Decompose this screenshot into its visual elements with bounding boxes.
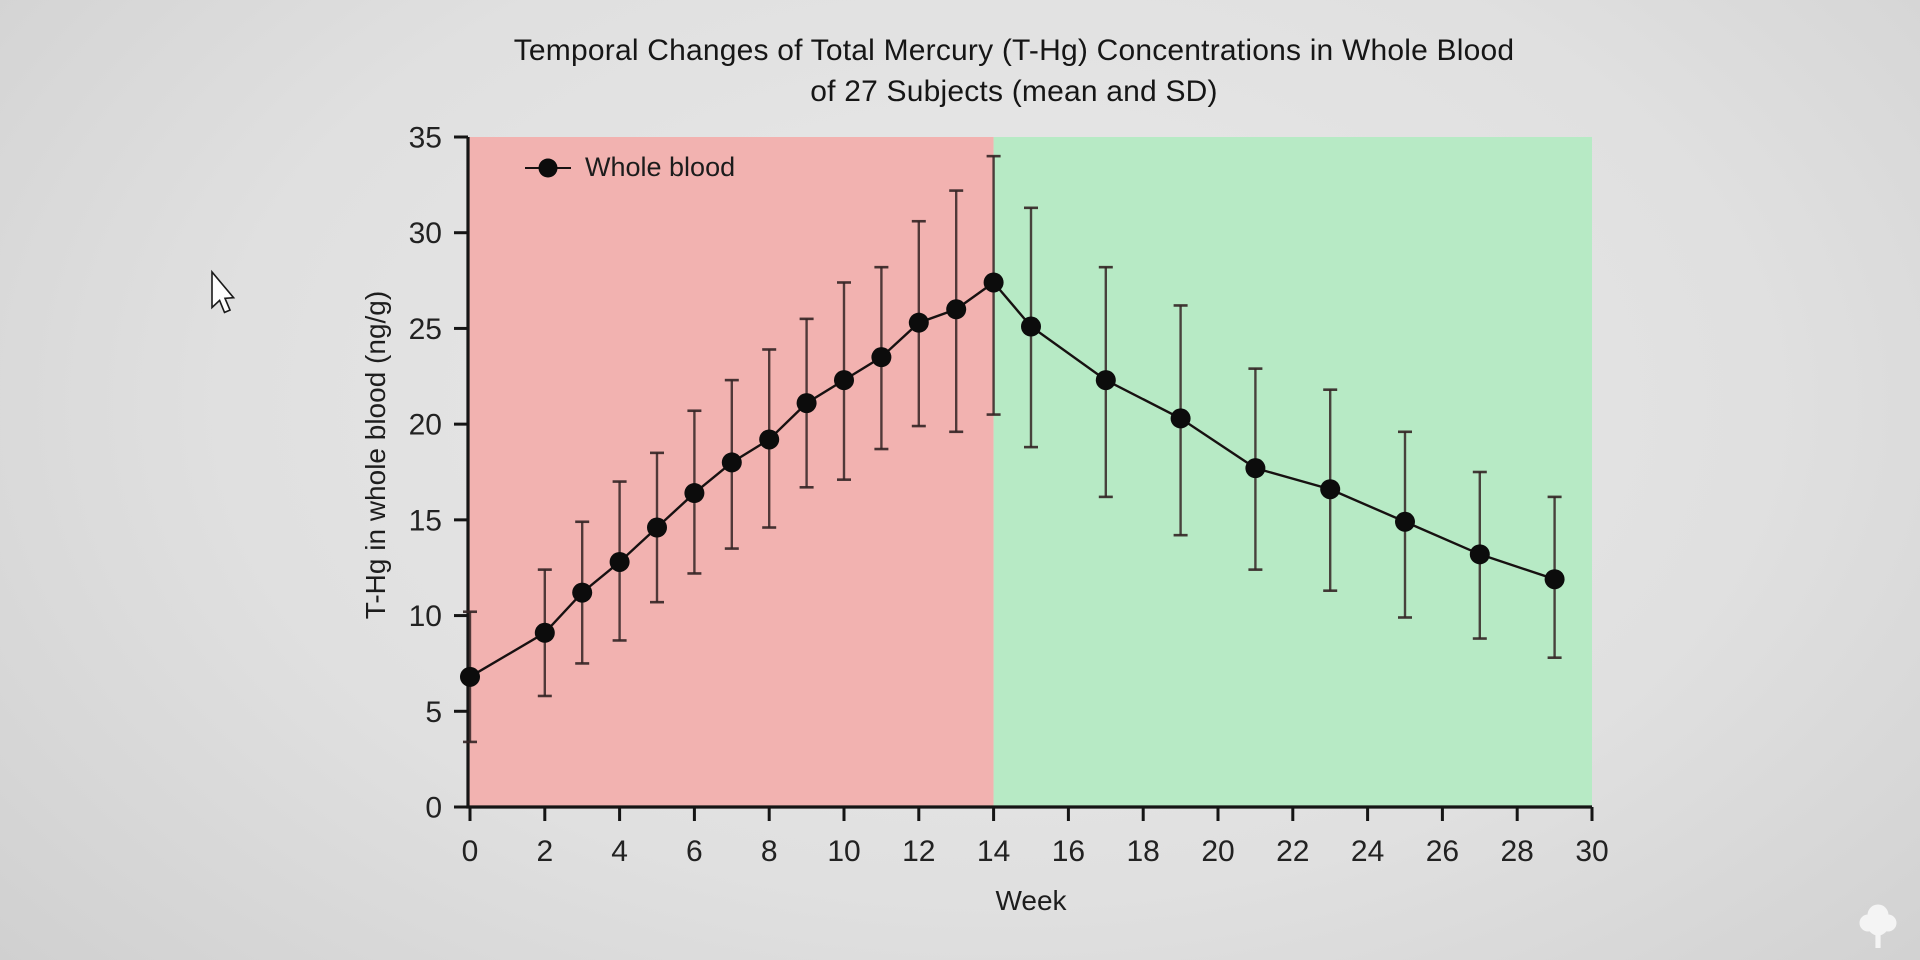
x-tick-label: 24 [1351, 835, 1384, 868]
data-point [1095, 370, 1116, 391]
x-tick-label: 14 [977, 835, 1010, 868]
data-point [721, 452, 742, 473]
x-tick-label: 16 [1052, 835, 1085, 868]
data-point [647, 517, 667, 538]
data-point [1021, 316, 1041, 337]
data-point [1320, 479, 1341, 500]
x-tick-label: 28 [1501, 835, 1534, 868]
chart-title: Temporal Changes of Total Mercury (T-Hg)… [390, 30, 1638, 112]
x-tick-label: 6 [686, 835, 703, 868]
legend-label: Whole blood [585, 152, 736, 182]
data-point [684, 483, 705, 504]
legend: Whole blood [523, 152, 735, 183]
series-line [469, 280, 1555, 678]
y-tick-label: 25 [409, 313, 442, 346]
y-tick-label: 10 [409, 600, 442, 633]
x-axis-title: Week [995, 885, 1067, 916]
legend-marker-icon [525, 158, 571, 177]
x-tick-label: 10 [827, 835, 860, 868]
data-point [1395, 511, 1415, 532]
y-tick-label: 15 [409, 504, 442, 537]
data-point [1170, 408, 1191, 429]
y-tick-label: 0 [425, 792, 442, 825]
data-point [1245, 458, 1266, 479]
data-point [871, 347, 892, 368]
y-tick-label: 5 [425, 696, 442, 729]
x-tick-label: 20 [1201, 835, 1234, 868]
data-point [1469, 544, 1490, 565]
data-point [534, 622, 555, 643]
chart-title-line2: of 27 Subjects (mean and SD) [810, 75, 1218, 108]
recovery-period-band [993, 137, 1592, 807]
x-tick-label: 2 [536, 835, 553, 868]
x-tick-label: 8 [761, 835, 778, 868]
x-tick-label: 22 [1276, 835, 1309, 868]
data-point [460, 666, 480, 687]
data-point [834, 370, 854, 391]
chart-title-line1: Temporal Changes of Total Mercury (T-Hg)… [513, 34, 1515, 67]
x-tick-label: 12 [902, 835, 935, 868]
y-axis-title: T-Hg in whole blood (ng/g) [360, 290, 391, 620]
data-point [1544, 569, 1565, 590]
y-tick-label: 20 [409, 409, 442, 442]
y-tick-label: 35 [409, 122, 442, 155]
y-tick-label: 30 [409, 217, 442, 250]
axes [466, 137, 1592, 809]
data-point [796, 393, 817, 414]
data-point [946, 299, 967, 320]
x-tick-label: 30 [1575, 835, 1608, 868]
x-tick-label: 18 [1127, 835, 1160, 868]
x-tick-label: 4 [611, 835, 628, 868]
data-point [759, 429, 780, 450]
data-point [572, 582, 593, 603]
data-point [983, 272, 1004, 293]
data-point [908, 312, 929, 333]
x-tick-label: 0 [462, 835, 479, 868]
data-point [609, 551, 630, 572]
x-tick-label: 26 [1426, 835, 1459, 868]
